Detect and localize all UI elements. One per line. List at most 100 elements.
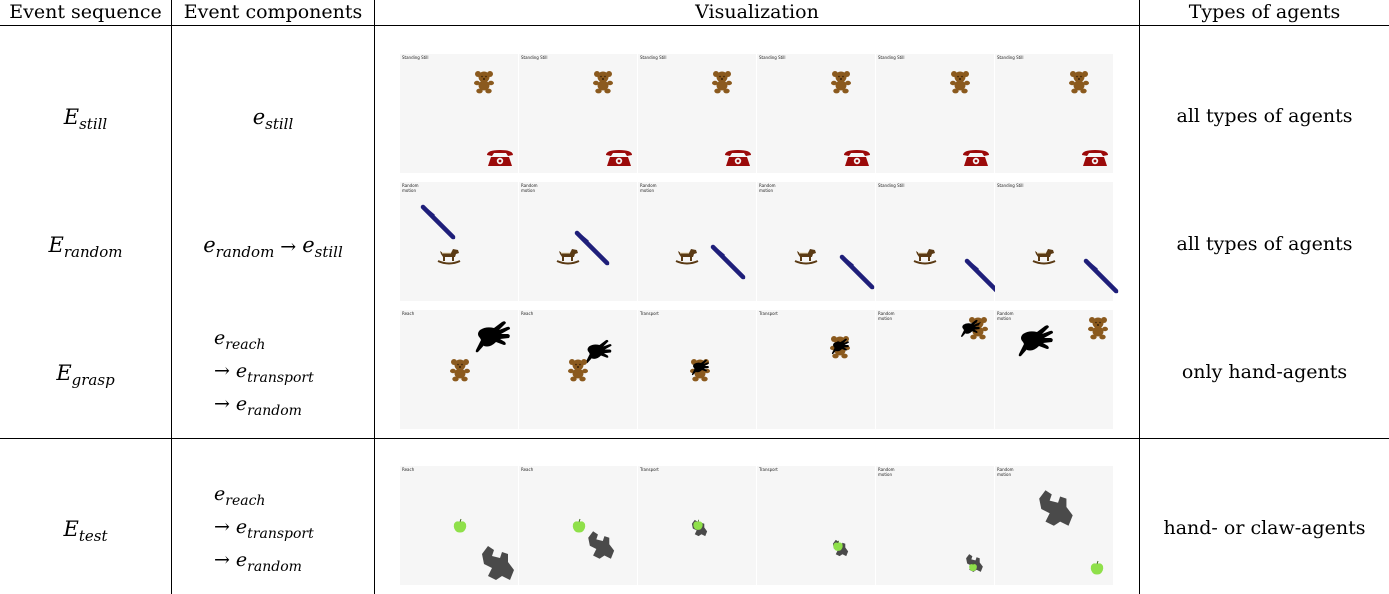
apple-icon: [452, 518, 468, 534]
components-grasp: ereach → etransport → erandom: [214, 327, 314, 419]
telephone-icon: [1081, 149, 1109, 167]
frame: Reach: [519, 466, 638, 585]
teddy-bear-icon: [567, 358, 589, 382]
visualization-strip-random: Random motion Random motion Random motio…: [400, 182, 1113, 301]
apple-icon: [832, 540, 844, 552]
frame: Reach: [400, 310, 519, 429]
teddy-bear-icon: [830, 70, 852, 94]
teddy-bear-icon: [949, 70, 971, 94]
sequence-random: Erandom: [48, 232, 123, 261]
pen-icon: [420, 204, 456, 240]
frame-label: Standing Still: [640, 55, 667, 60]
arrow: →: [214, 516, 230, 538]
apple-icon: [1089, 560, 1105, 576]
telephone-icon: [962, 149, 990, 167]
teddy-bear-icon: [592, 70, 614, 94]
hand-icon: [1015, 320, 1055, 360]
frame-label: Reach: [402, 467, 415, 472]
frame: Standing Still: [638, 54, 757, 173]
header-visualization: Visualization: [695, 1, 819, 23]
claw-icon: [1035, 486, 1079, 530]
agents-random: all types of agents: [1176, 233, 1353, 255]
rocking-horse-icon: [913, 247, 937, 265]
frame: Transport: [757, 466, 876, 585]
frame: Standing Still: [876, 54, 995, 173]
frame-label: Reach: [402, 311, 415, 316]
column-divider: [1139, 0, 1140, 594]
frame-label: Standing Still: [997, 55, 1024, 60]
frame: Transport: [638, 310, 757, 429]
agents-grasp: only hand-agents: [1181, 361, 1348, 383]
frame-label: Transport: [759, 311, 778, 316]
telephone-icon: [486, 149, 514, 167]
frame: Random motion: [519, 182, 638, 301]
frame-label: Random motion: [402, 183, 419, 193]
frame-label: Reach: [521, 467, 534, 472]
header-event-sequence: Event sequence: [9, 1, 162, 23]
frame-label: Random motion: [521, 183, 538, 193]
telephone-icon: [843, 149, 871, 167]
frame: Standing Still: [995, 54, 1113, 173]
frame: Standing Still: [519, 54, 638, 173]
frame: Random motion: [995, 466, 1113, 585]
telephone-icon: [605, 149, 633, 167]
frame: Reach: [519, 310, 638, 429]
rocking-horse-icon: [1032, 247, 1056, 265]
rocking-horse-icon: [437, 247, 461, 265]
frame: Reach: [400, 466, 519, 585]
components-still: estill: [252, 104, 294, 133]
hand-icon: [830, 336, 850, 356]
frame: Standing Still: [757, 54, 876, 173]
frame-label: Random motion: [759, 183, 776, 193]
frame: Random motion: [757, 182, 876, 301]
frame: Random motion: [995, 310, 1113, 429]
hand-icon: [690, 357, 710, 377]
teddy-bear-icon: [1068, 70, 1090, 94]
teddy-bear-icon: [711, 70, 733, 94]
visualization-strip-grasp: Reach Reach Transport Transport Random m…: [400, 310, 1113, 429]
frame-label: Standing Still: [402, 55, 429, 60]
frame: Random motion: [876, 466, 995, 585]
hand-icon: [959, 317, 981, 339]
arrow: →: [214, 549, 230, 571]
arrow: →: [214, 360, 230, 382]
frame: Standing Still: [995, 182, 1113, 301]
telephone-icon: [724, 149, 752, 167]
teddy-bear-icon: [473, 70, 495, 94]
pen-icon: [1083, 258, 1119, 294]
frame-label: Transport: [640, 467, 659, 472]
frame-label: Random motion: [997, 467, 1014, 477]
visualization-strip-test: Reach Reach Transport Transport Random m…: [400, 466, 1113, 585]
frame: Standing Still: [876, 182, 995, 301]
teddy-bear-icon: [1087, 316, 1109, 340]
claw-icon: [478, 542, 520, 584]
frame-label: Standing Still: [878, 55, 905, 60]
frame: Standing Still: [400, 54, 519, 173]
frame-label: Standing Still: [997, 183, 1024, 188]
rocking-horse-icon: [556, 247, 580, 265]
claw-icon: [585, 528, 619, 562]
sequence-test: Etest: [63, 516, 108, 545]
teddy-bear-icon: [449, 358, 471, 382]
arrow: →: [214, 393, 230, 415]
rocking-horse-icon: [675, 247, 699, 265]
components-test: ereach → etransport → erandom: [214, 483, 314, 575]
arrow: →: [280, 235, 297, 258]
section-rule: [0, 438, 1389, 439]
apple-icon: [692, 519, 704, 531]
frame-label: Random motion: [640, 183, 657, 193]
visualization-strip-still: Standing Still Standing Still Standing S…: [400, 54, 1113, 173]
column-divider: [374, 0, 375, 594]
frame: Random motion: [876, 310, 995, 429]
frame-label: Standing Still: [521, 55, 548, 60]
agents-still: all types of agents: [1176, 105, 1353, 127]
header-event-components: Event components: [183, 1, 363, 23]
frame-label: Transport: [640, 311, 659, 316]
frame-label: Reach: [521, 311, 534, 316]
header-types-of-agents: Types of agents: [1188, 1, 1341, 23]
pen-icon: [839, 254, 875, 290]
pen-icon: [710, 244, 746, 280]
frame: Transport: [757, 310, 876, 429]
agents-test: hand- or claw-agents: [1163, 517, 1366, 539]
